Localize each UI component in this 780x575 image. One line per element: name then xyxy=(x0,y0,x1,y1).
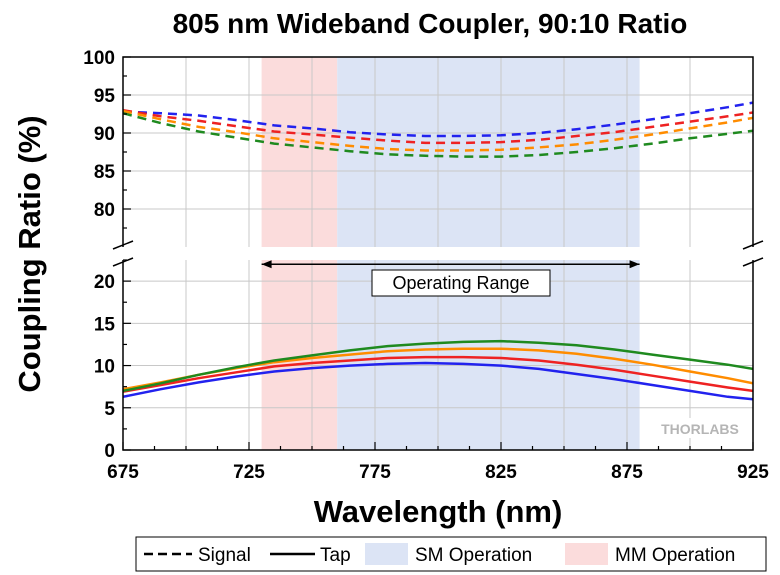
legend-tap-label: Tap xyxy=(320,545,351,566)
operation-regions xyxy=(261,57,640,450)
signal-series-group xyxy=(123,101,753,158)
y-tick-label: 15 xyxy=(94,314,116,335)
thorlabs-watermark: THORLABS xyxy=(661,421,739,437)
data-series xyxy=(123,101,753,401)
mm-region-lower xyxy=(261,260,338,450)
x-tick-label: 725 xyxy=(233,462,265,483)
x-tick-label: 775 xyxy=(359,462,391,483)
signal-line-1 xyxy=(123,101,753,138)
tap-line-2 xyxy=(123,355,753,393)
legend-box xyxy=(135,536,767,572)
legend-signal-label: Signal xyxy=(198,545,251,566)
y-axis-label: Coupling Ratio (%) xyxy=(12,115,47,392)
legend-sm-label: SM Operation xyxy=(415,545,532,566)
x-tick-label: 875 xyxy=(611,462,643,483)
y-tick-labels: 80 85 90 95 100 0 5 10 15 20 xyxy=(83,48,115,462)
axis-break-mark-right xyxy=(742,257,764,267)
tap-series-group xyxy=(123,339,753,401)
axes xyxy=(112,56,764,451)
signal-line-2 xyxy=(123,108,753,145)
tap-line-4 xyxy=(123,339,753,393)
axis-break-mark-right xyxy=(742,240,764,250)
legend-mm-label: MM Operation xyxy=(615,545,735,566)
y-tick-label: 90 xyxy=(94,124,115,145)
tap-line-1 xyxy=(123,361,753,401)
operating-range-arrowhead-right xyxy=(629,260,640,269)
x-tick-label: 825 xyxy=(485,462,517,483)
y-tick-label: 95 xyxy=(94,86,116,107)
axis-break-mark-left xyxy=(112,240,134,250)
sm-region-upper xyxy=(337,57,640,247)
chart-title: 805 nm Wideband Coupler, 90:10 Ratio xyxy=(173,8,688,39)
y-tick-label: 100 xyxy=(83,48,115,69)
mm-region-upper xyxy=(261,57,338,247)
operating-range-label-box xyxy=(371,269,551,297)
legend: Signal Tap SM Operation MM Operation xyxy=(135,536,767,572)
watermark-background xyxy=(655,418,747,438)
operating-range-annotation xyxy=(261,260,640,269)
legend-mm-swatch xyxy=(565,543,608,565)
y-tick-label: 5 xyxy=(104,399,115,420)
legend-sm-swatch xyxy=(365,543,408,565)
y-tick-label: 20 xyxy=(94,272,115,293)
x-axis-label: Wavelength (nm) xyxy=(314,494,563,529)
grid-lines xyxy=(123,57,753,450)
y-tick-label: 80 xyxy=(94,200,115,221)
x-tick-labels: 675 725 775 825 875 925 xyxy=(107,462,769,483)
signal-line-3 xyxy=(123,109,753,152)
x-tick-label: 675 xyxy=(107,462,139,483)
operating-range-label: Operating Range xyxy=(392,273,529,293)
operating-range-arrowhead-left xyxy=(261,260,272,269)
y-tick-label: 0 xyxy=(104,441,115,462)
axis-break-mark-left xyxy=(112,257,134,267)
x-tick-label: 925 xyxy=(737,462,769,483)
signal-line-4 xyxy=(123,111,753,158)
y-tick-label: 10 xyxy=(94,357,115,378)
y-tick-label: 85 xyxy=(94,162,116,183)
